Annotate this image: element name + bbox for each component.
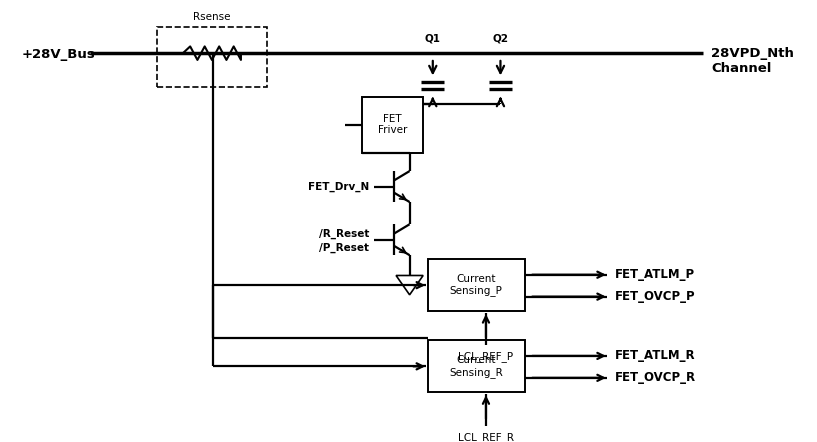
Text: FET_ATLM_R: FET_ATLM_R	[614, 350, 695, 362]
Text: FET_ATLM_P: FET_ATLM_P	[614, 268, 694, 281]
Bar	[362, 97, 423, 153]
Text: FET_OVCP_R: FET_OVCP_R	[614, 371, 695, 385]
Text: Q1: Q1	[425, 34, 441, 43]
Bar	[428, 340, 525, 392]
Bar	[158, 27, 266, 87]
Text: +28V_Bus: +28V_Bus	[22, 48, 96, 61]
Text: FET
Friver: FET Friver	[378, 114, 408, 136]
Text: Current
Sensing_P: Current Sensing_P	[450, 274, 502, 297]
Text: /R_Reset: /R_Reset	[319, 229, 369, 239]
Text: Rsense: Rsense	[193, 12, 230, 22]
Text: Q2: Q2	[493, 34, 508, 43]
Text: /P_Reset: /P_Reset	[319, 242, 369, 252]
Text: 28VPD_Nth
Channel: 28VPD_Nth Channel	[711, 47, 794, 75]
Text: FET_Drv_N: FET_Drv_N	[308, 181, 369, 192]
Text: LCL_REF_R: LCL_REF_R	[458, 432, 514, 442]
Text: FET_OVCP_P: FET_OVCP_P	[614, 290, 695, 303]
Bar	[428, 259, 525, 311]
Text: LCL_REF_P: LCL_REF_P	[458, 351, 514, 362]
Text: Current
Sensing_R: Current Sensing_R	[449, 355, 503, 377]
